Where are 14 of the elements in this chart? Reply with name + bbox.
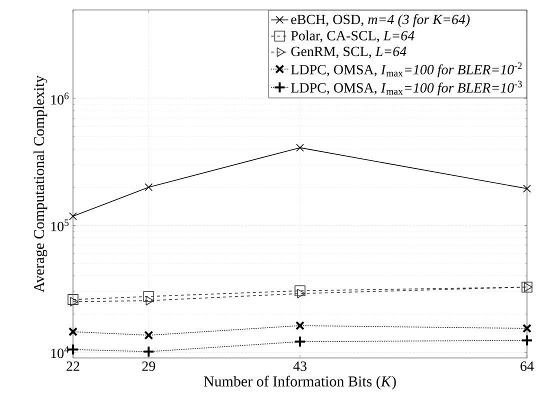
y-tick-label: 10$^{4}$ bbox=[51, 346, 69, 358]
y-tick-label: 10$^{5}$ bbox=[51, 220, 69, 232]
legend-label: LDPC, OMSA, I$_{max}$=100 for BLER=10$^{-3}$ bbox=[291, 80, 522, 96]
x-tick-label: 29 bbox=[142, 362, 156, 371]
legend-label: LDPC, OMSA, I$_{max}$=100 for BLER=10$^{-2}$ bbox=[291, 62, 522, 78]
legend-label: GenRM, SCL, L=64 bbox=[291, 46, 406, 58]
y-tick-label: 10$^{6}$ bbox=[51, 92, 69, 105]
x-axis-title: Number of Information Bits (K) bbox=[204, 376, 396, 390]
x-tick-label: 43 bbox=[293, 362, 306, 371]
y-axis-title: Average Computational Complexity bbox=[34, 75, 48, 292]
x-tick-label: 22 bbox=[66, 362, 80, 371]
legend-label: Polar, CA-SCL, L=64 bbox=[291, 30, 414, 42]
legend-label: eBCH, OSD, m=4 (3 for K=64) bbox=[291, 14, 470, 28]
x-tick-label: 64 bbox=[520, 362, 534, 371]
